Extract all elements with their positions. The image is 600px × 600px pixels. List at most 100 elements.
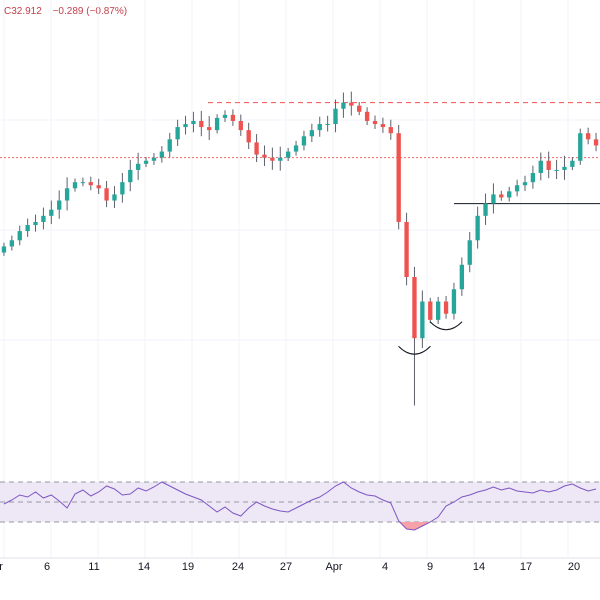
- candle-body: [128, 169, 133, 183]
- candle: [530, 165, 536, 189]
- candle: [451, 282, 457, 320]
- x-tick-label: 20: [568, 561, 580, 573]
- rsi-panel: [0, 481, 600, 531]
- price-header: C32.912 −0.289 (−0.87%): [4, 6, 135, 17]
- candle: [167, 132, 172, 158]
- candle-body: [325, 124, 330, 126]
- candle-body: [546, 160, 551, 170]
- candle: [372, 115, 378, 129]
- candle: [88, 176, 93, 191]
- candle-body: [143, 160, 149, 164]
- candle-body: [459, 264, 465, 290]
- candle-body: [538, 160, 543, 173]
- candle-body: [349, 102, 354, 106]
- candle: [499, 190, 504, 201]
- candle-body: [562, 166, 567, 170]
- candle-body: [25, 225, 30, 232]
- candle-body: [120, 182, 125, 195]
- candle-body: [175, 127, 180, 140]
- candle: [593, 132, 599, 152]
- x-tick-label: 14: [138, 561, 150, 573]
- candle-body: [530, 172, 536, 183]
- candle-body: [570, 160, 575, 167]
- candle-body: [9, 240, 15, 247]
- candle: [199, 110, 204, 137]
- candle-body: [64, 188, 70, 201]
- candle-body: [270, 157, 275, 161]
- candle-body: [238, 120, 243, 131]
- candle-body: [309, 130, 315, 137]
- candle-body: [151, 157, 157, 161]
- candle-body: [135, 163, 141, 170]
- candle-body: [499, 194, 504, 198]
- close-price: C32.912: [4, 6, 42, 17]
- candle: [254, 134, 259, 163]
- candle: [380, 117, 386, 133]
- candle: [112, 186, 117, 208]
- candle: [293, 140, 299, 156]
- candle-body: [254, 142, 259, 155]
- candle-body: [33, 221, 38, 225]
- candle-body: [412, 277, 417, 339]
- candle-body: [246, 130, 251, 143]
- candle: [143, 157, 149, 168]
- candle-body: [396, 133, 401, 222]
- candle: [317, 116, 322, 137]
- candle: [364, 107, 370, 126]
- price-change: −0.289 (−0.87%): [52, 6, 128, 17]
- candle: [151, 153, 157, 165]
- candle-body: [214, 117, 220, 131]
- candle-body: [380, 124, 386, 128]
- pattern-annotations: [398, 321, 463, 355]
- candle-body: [341, 102, 346, 109]
- candle-body: [88, 182, 93, 186]
- candle: [207, 116, 212, 141]
- candle: [175, 119, 180, 146]
- candle-body: [49, 209, 54, 216]
- x-tick-label: 24: [232, 561, 244, 573]
- candle: [80, 177, 86, 187]
- candle: [404, 212, 409, 286]
- grid: [0, 0, 600, 559]
- candle: [459, 257, 465, 296]
- candle: [285, 147, 291, 161]
- candle: [230, 109, 236, 126]
- candle-body: [183, 124, 188, 128]
- candle: [72, 178, 78, 192]
- candle-body: [451, 289, 457, 314]
- candle: [349, 91, 354, 116]
- candle-body: [301, 136, 307, 146]
- candles: [1, 91, 599, 406]
- x-tick-label: 11: [88, 561, 99, 573]
- candle-body: [522, 182, 528, 186]
- x-tick-label: 9: [427, 561, 433, 573]
- candle: [546, 151, 551, 179]
- x-tick-label: 4: [382, 561, 388, 573]
- candle-body: [554, 169, 559, 171]
- candle-body: [443, 301, 449, 314]
- candle-body: [159, 151, 165, 158]
- price-levels: [0, 102, 600, 205]
- rsi-oversold-fill: [398, 522, 431, 530]
- candle-body: [80, 182, 86, 184]
- x-tick-label: 14: [473, 561, 485, 573]
- candle: [33, 214, 38, 232]
- candle-body: [372, 120, 378, 125]
- candle: [262, 145, 267, 166]
- double-bottom-arc: [398, 345, 431, 355]
- candle: [491, 183, 496, 214]
- candle: [57, 190, 62, 219]
- candle-body: [41, 215, 46, 222]
- candle-body: [491, 194, 496, 204]
- candle: [159, 146, 165, 163]
- candle: [396, 124, 401, 230]
- double-bottom-arc: [429, 321, 463, 331]
- candle: [1, 242, 7, 256]
- candle-body: [17, 231, 22, 241]
- candle-body: [514, 185, 520, 192]
- candle: [183, 115, 188, 135]
- candle-body: [578, 133, 583, 161]
- candle-body: [593, 139, 599, 146]
- candle: [585, 127, 591, 145]
